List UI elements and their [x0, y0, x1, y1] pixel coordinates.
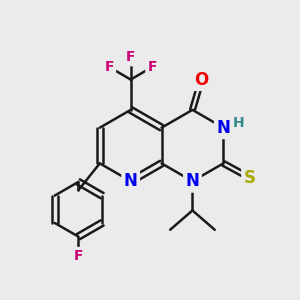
Text: F: F — [74, 249, 83, 263]
Text: H: H — [233, 116, 244, 130]
Text: S: S — [244, 169, 256, 187]
Text: F: F — [126, 50, 135, 64]
Text: F: F — [147, 60, 157, 74]
Text: F: F — [104, 60, 114, 74]
Text: N: N — [185, 172, 200, 190]
Text: N: N — [124, 172, 138, 190]
Text: O: O — [194, 70, 208, 88]
Text: N: N — [216, 119, 230, 137]
